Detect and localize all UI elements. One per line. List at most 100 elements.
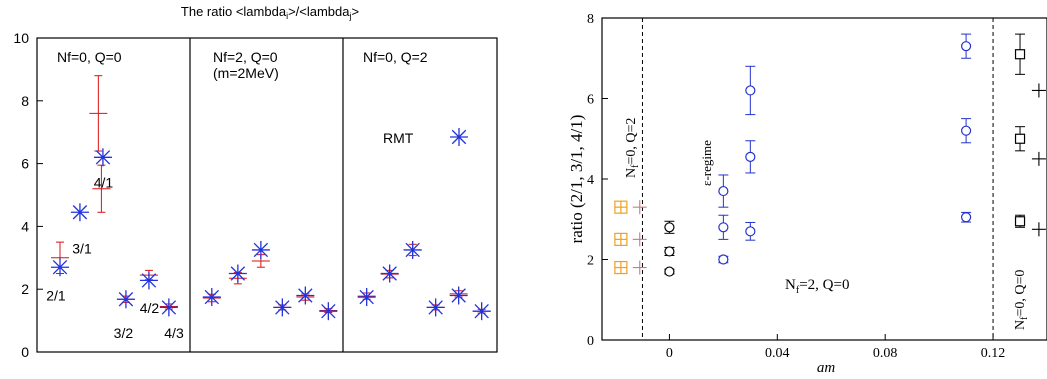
y-tick-label: 2 — [21, 281, 29, 297]
y-tick-label: 6 — [587, 93, 594, 108]
rmt-point — [70, 203, 89, 222]
x-tick-label: 0.12 — [981, 346, 1006, 361]
rmt-legend-marker — [450, 128, 468, 146]
rmt-point — [472, 302, 491, 321]
rmt-point — [273, 298, 292, 317]
red-point — [89, 75, 108, 152]
left-chart-annotations: 2/1 3/1 4/1 3/2 4/24/3 — [46, 174, 184, 341]
rmt-point — [139, 271, 158, 290]
ratio-annotation: 3/2 — [114, 325, 134, 341]
data-point — [614, 200, 628, 214]
rmt-point — [426, 298, 445, 317]
circle-marker — [960, 212, 972, 223]
rmt-point — [202, 288, 221, 307]
data-point — [664, 220, 675, 234]
circle-marker — [718, 254, 729, 265]
data-point — [745, 221, 756, 241]
ratio-annotation: 4/2 — [140, 300, 160, 316]
x-tick-label: 0 — [666, 346, 673, 361]
panel-3-label: Nf=0, Q=2 — [363, 49, 428, 65]
data-point — [718, 174, 729, 208]
data-point — [664, 266, 675, 277]
rmt-point — [228, 264, 247, 283]
ratio-annotation: 4/1 — [94, 174, 114, 190]
panel-2-sublabel: (m=2MeV) — [213, 65, 279, 81]
label-nf0-q2: Nf=0, Q=2 — [624, 118, 641, 178]
rmt-point — [449, 286, 468, 305]
data-point — [1031, 222, 1046, 237]
y-tick-label: 2 — [587, 254, 594, 269]
left-plot-frame — [36, 37, 498, 353]
label-nf2-q0: Nf=2, Q=0 — [785, 277, 849, 296]
rmt-point — [319, 302, 338, 321]
x-tick-label: 0.08 — [873, 346, 898, 361]
right-chart-marks — [614, 33, 1046, 277]
right-region-dividers — [641, 18, 994, 340]
y-tick-label: 10 — [13, 30, 29, 46]
rmt-point — [357, 288, 376, 307]
circle-marker — [718, 222, 729, 233]
ratio-annotation: 2/1 — [46, 287, 66, 303]
right-x-axis-label: am — [817, 360, 836, 376]
rmt-point — [251, 240, 270, 259]
y-tick-label: 4 — [587, 173, 594, 188]
panel-2-label: Nf=2, Q=0 — [213, 49, 278, 65]
panel-1-label: Nf=0, Q=0 — [57, 49, 122, 65]
data-point — [718, 254, 729, 265]
circle-marker — [664, 222, 675, 233]
y-tick-label: 4 — [21, 218, 29, 234]
left-chart-title: The ratio <lambdai>/<lambdaj> — [181, 4, 359, 21]
circle-marker — [745, 226, 756, 237]
x-tick-label: 0.04 — [765, 346, 790, 361]
rmt-point — [51, 258, 69, 277]
circle-marker — [745, 151, 756, 162]
rmt-point — [93, 148, 112, 167]
ratio-annotation: 3/1 — [72, 240, 92, 256]
rmt-legend-label: RMT — [383, 130, 414, 146]
label-eps-regime: ε-regime — [699, 140, 714, 186]
right-axes: 0 2 4 6 8 0 0.04 0.08 0.12 — [587, 12, 1005, 361]
rmt-point — [159, 298, 178, 317]
data-point — [1014, 214, 1026, 228]
rmt-point — [296, 286, 315, 305]
left-chart-marks — [51, 75, 491, 321]
ratio-annotation: 4/3 — [164, 325, 184, 341]
data-point — [664, 246, 675, 257]
circle-marker — [664, 246, 675, 257]
right-y-axis-label: ratio (2/1, 3/1, 4/1) — [567, 115, 586, 244]
red-point — [92, 164, 111, 213]
circle-marker — [960, 125, 972, 136]
square-marker — [1014, 216, 1026, 227]
y-tick-label: 8 — [21, 93, 29, 109]
data-point — [614, 232, 628, 246]
left-y-axis: 0 2 4 6 8 10 — [13, 30, 43, 360]
red-point — [251, 254, 270, 268]
square-marker — [1014, 133, 1026, 144]
rmt-point — [380, 264, 399, 283]
y-tick-label: 8 — [587, 12, 594, 27]
data-point — [960, 211, 972, 223]
data-point — [632, 200, 647, 215]
y-tick-label: 6 — [21, 156, 29, 172]
circle-marker — [960, 41, 972, 52]
data-point — [1031, 151, 1046, 166]
data-point — [718, 214, 729, 240]
y-tick-label: 0 — [587, 334, 594, 349]
circle-marker — [745, 85, 756, 96]
label-nf0-q0: Nf=0, Q=0 — [1013, 270, 1030, 330]
data-point — [745, 140, 756, 174]
data-point — [960, 33, 972, 59]
data-point — [632, 260, 647, 275]
data-point — [1031, 83, 1046, 98]
data-point — [632, 232, 647, 247]
circle-marker — [718, 185, 729, 197]
data-point — [1014, 126, 1026, 152]
data-point — [1014, 33, 1026, 75]
data-point — [745, 65, 756, 116]
square-marker — [1014, 49, 1026, 60]
rmt-point — [403, 240, 422, 259]
data-point — [614, 260, 628, 275]
circle-marker — [664, 266, 675, 277]
y-tick-label: 0 — [21, 344, 29, 360]
